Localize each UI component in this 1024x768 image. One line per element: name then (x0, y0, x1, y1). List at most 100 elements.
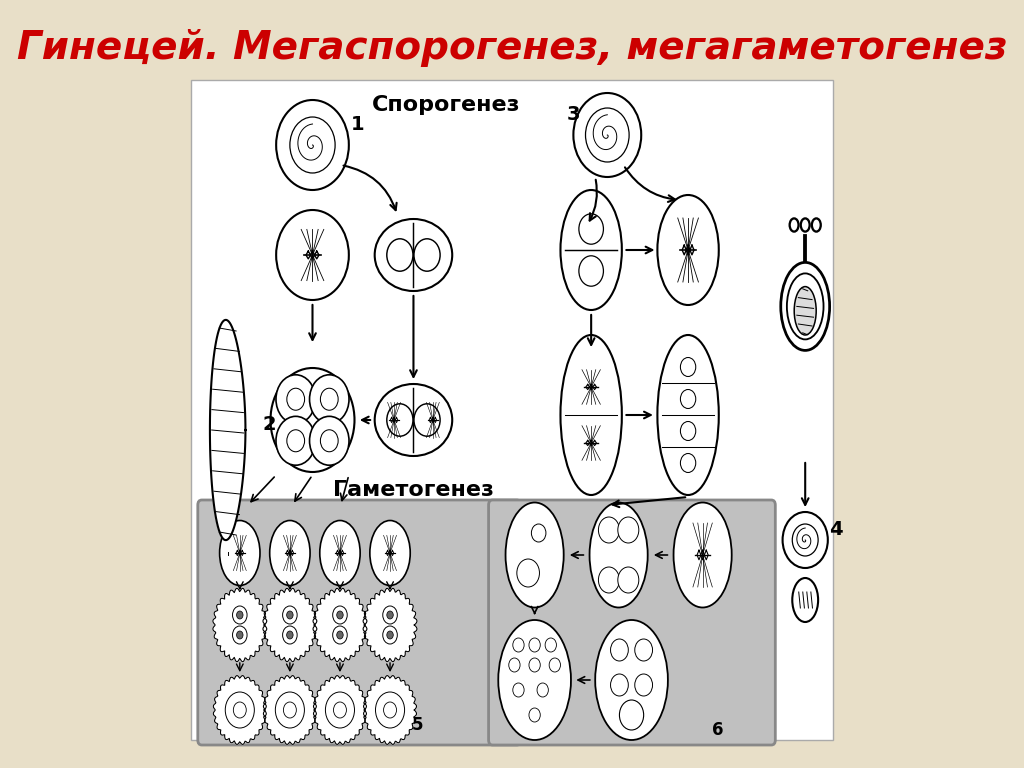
Circle shape (598, 567, 620, 593)
Circle shape (333, 626, 347, 644)
Circle shape (309, 416, 349, 465)
Circle shape (387, 631, 393, 639)
Ellipse shape (560, 335, 622, 495)
Polygon shape (364, 676, 417, 744)
Polygon shape (313, 588, 367, 662)
FancyBboxPatch shape (488, 500, 775, 745)
Circle shape (384, 702, 396, 718)
Polygon shape (210, 320, 246, 540)
Circle shape (232, 626, 247, 644)
Circle shape (517, 559, 540, 587)
Circle shape (387, 611, 393, 619)
Circle shape (793, 524, 818, 556)
Circle shape (284, 702, 296, 718)
Circle shape (276, 100, 349, 190)
Ellipse shape (590, 502, 648, 607)
Polygon shape (263, 676, 316, 744)
Circle shape (610, 639, 629, 661)
Ellipse shape (790, 218, 799, 232)
Circle shape (376, 692, 404, 728)
Circle shape (573, 93, 641, 177)
Circle shape (225, 692, 254, 728)
Circle shape (579, 256, 603, 286)
Circle shape (276, 375, 315, 424)
Circle shape (513, 638, 524, 652)
Ellipse shape (560, 190, 622, 310)
Polygon shape (263, 588, 316, 662)
Circle shape (283, 606, 297, 624)
Ellipse shape (370, 521, 411, 585)
Ellipse shape (499, 620, 571, 740)
Circle shape (237, 611, 243, 619)
Ellipse shape (793, 578, 818, 622)
Circle shape (333, 606, 347, 624)
Circle shape (598, 517, 620, 543)
Text: Спорогенез: Спорогенез (372, 95, 520, 115)
Circle shape (529, 708, 541, 722)
Ellipse shape (801, 218, 810, 232)
Circle shape (531, 524, 546, 542)
Polygon shape (313, 676, 367, 744)
Circle shape (321, 430, 338, 452)
Polygon shape (213, 588, 266, 662)
Circle shape (610, 674, 629, 696)
Circle shape (579, 214, 603, 244)
Circle shape (383, 626, 397, 644)
Ellipse shape (219, 521, 260, 585)
Circle shape (270, 368, 354, 472)
Ellipse shape (674, 502, 732, 607)
Ellipse shape (375, 384, 453, 456)
Circle shape (309, 375, 349, 424)
Circle shape (290, 117, 335, 173)
Circle shape (275, 692, 304, 728)
Polygon shape (213, 676, 266, 744)
Ellipse shape (657, 195, 719, 305)
Circle shape (283, 626, 297, 644)
Circle shape (326, 692, 354, 728)
Circle shape (233, 702, 246, 718)
Circle shape (237, 631, 243, 639)
Circle shape (782, 512, 827, 568)
Circle shape (383, 606, 397, 624)
Circle shape (337, 631, 343, 639)
FancyBboxPatch shape (191, 80, 834, 740)
Circle shape (680, 389, 695, 409)
Circle shape (287, 631, 293, 639)
Text: 3: 3 (567, 105, 581, 124)
Circle shape (232, 606, 247, 624)
Circle shape (287, 611, 293, 619)
Circle shape (287, 389, 304, 410)
Text: 6: 6 (713, 721, 724, 739)
Circle shape (549, 658, 560, 672)
Circle shape (276, 416, 315, 465)
Circle shape (387, 404, 413, 436)
Circle shape (509, 658, 520, 672)
Circle shape (537, 683, 548, 697)
Ellipse shape (812, 218, 821, 232)
Ellipse shape (795, 286, 816, 335)
Text: 2: 2 (262, 415, 276, 434)
Circle shape (617, 517, 639, 543)
Circle shape (545, 638, 556, 652)
Circle shape (414, 404, 440, 436)
Circle shape (513, 683, 524, 697)
Circle shape (414, 239, 440, 271)
Ellipse shape (595, 620, 668, 740)
Circle shape (617, 567, 639, 593)
Circle shape (586, 108, 629, 162)
Ellipse shape (506, 502, 563, 607)
Circle shape (276, 210, 349, 300)
Text: Гаметогенез: Гаметогенез (333, 480, 494, 500)
Circle shape (337, 611, 343, 619)
Circle shape (635, 639, 652, 661)
Ellipse shape (375, 219, 453, 291)
Ellipse shape (657, 335, 719, 495)
Circle shape (529, 658, 541, 672)
Circle shape (321, 389, 338, 410)
Circle shape (620, 700, 644, 730)
Ellipse shape (319, 521, 360, 585)
Circle shape (680, 357, 695, 376)
Circle shape (623, 704, 640, 726)
Ellipse shape (269, 521, 310, 585)
Circle shape (680, 453, 695, 472)
